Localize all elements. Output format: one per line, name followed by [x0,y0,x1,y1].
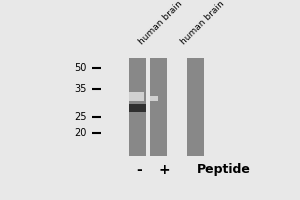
Text: 35: 35 [74,84,86,94]
Text: human brain: human brain [137,0,184,46]
Bar [129,104,146,112]
Bar [187,58,204,156]
Bar [146,58,150,156]
Bar [129,58,146,156]
Text: -: - [136,163,142,177]
Bar [129,92,145,101]
Bar [150,58,167,156]
Text: 50: 50 [74,63,86,73]
Text: +: + [158,163,170,177]
Text: Peptide: Peptide [196,163,250,176]
Bar [150,96,158,101]
Text: 25: 25 [74,112,86,122]
Text: 20: 20 [74,128,86,138]
Text: human brain: human brain [179,0,226,46]
